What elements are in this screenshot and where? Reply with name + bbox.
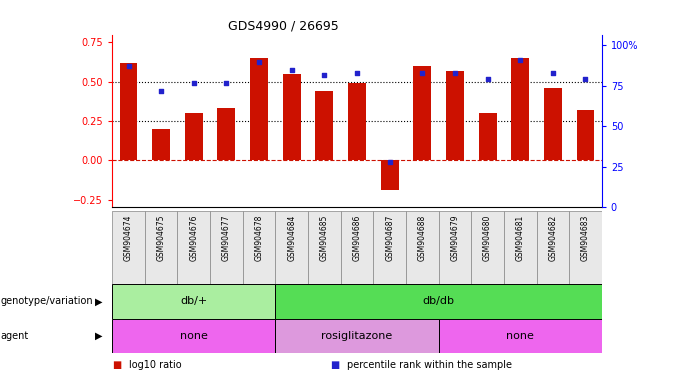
Text: GSM904681: GSM904681 <box>515 215 525 261</box>
Bar <box>381 160 398 190</box>
Bar <box>406 211 439 284</box>
Text: GSM904679: GSM904679 <box>450 215 460 262</box>
Bar <box>112 319 275 353</box>
Point <box>188 79 199 86</box>
Point <box>449 70 460 76</box>
Point <box>319 71 330 78</box>
Text: db/+: db/+ <box>180 296 207 306</box>
Text: GSM904683: GSM904683 <box>581 215 590 261</box>
Bar <box>275 319 439 353</box>
Bar <box>479 113 496 160</box>
Bar <box>446 71 464 160</box>
Point <box>580 76 591 83</box>
Bar <box>218 108 235 160</box>
Point <box>482 76 493 83</box>
Point <box>352 70 362 76</box>
Text: percentile rank within the sample: percentile rank within the sample <box>347 360 512 370</box>
Point <box>286 66 297 73</box>
Bar <box>145 211 177 284</box>
Bar <box>341 211 373 284</box>
Bar <box>112 211 145 284</box>
Text: rosiglitazone: rosiglitazone <box>322 331 392 341</box>
Point <box>417 70 428 76</box>
Text: GSM904675: GSM904675 <box>156 215 166 262</box>
Text: GSM904678: GSM904678 <box>254 215 264 261</box>
Bar <box>185 113 203 160</box>
Text: GSM904677: GSM904677 <box>222 215 231 262</box>
Point <box>384 159 395 165</box>
Text: none: none <box>507 331 534 341</box>
Bar <box>537 211 569 284</box>
Title: GDS4990 / 26695: GDS4990 / 26695 <box>228 19 339 32</box>
Bar <box>544 88 562 160</box>
Point <box>547 70 558 76</box>
Text: GSM904685: GSM904685 <box>320 215 329 261</box>
Text: GSM904682: GSM904682 <box>548 215 558 261</box>
Bar <box>413 66 431 160</box>
Text: agent: agent <box>1 331 29 341</box>
Point <box>123 63 134 70</box>
Point <box>254 58 265 65</box>
Text: genotype/variation: genotype/variation <box>1 296 93 306</box>
Bar <box>177 211 210 284</box>
Bar <box>210 211 243 284</box>
Bar <box>439 211 471 284</box>
Bar <box>308 211 341 284</box>
Bar <box>275 284 602 319</box>
Bar <box>471 211 504 284</box>
Bar <box>373 211 406 284</box>
Bar <box>439 319 602 353</box>
Bar <box>577 110 594 160</box>
Text: ▶: ▶ <box>95 296 103 306</box>
Text: none: none <box>180 331 207 341</box>
Bar <box>250 58 268 160</box>
Text: GSM904686: GSM904686 <box>352 215 362 261</box>
Bar <box>243 211 275 284</box>
Text: log10 ratio: log10 ratio <box>129 360 182 370</box>
Point <box>156 88 167 94</box>
Bar <box>112 284 275 319</box>
Text: ▶: ▶ <box>95 331 103 341</box>
Bar <box>348 83 366 160</box>
Text: GSM904680: GSM904680 <box>483 215 492 261</box>
Text: ■: ■ <box>112 360 122 370</box>
Text: db/db: db/db <box>422 296 455 306</box>
Bar <box>120 63 137 160</box>
Text: GSM904676: GSM904676 <box>189 215 199 262</box>
Bar <box>504 211 537 284</box>
Bar <box>316 91 333 160</box>
Point <box>221 79 232 86</box>
Text: ■: ■ <box>330 360 339 370</box>
Bar <box>152 129 170 160</box>
Text: GSM904684: GSM904684 <box>287 215 296 261</box>
Bar <box>283 74 301 160</box>
Text: GSM904687: GSM904687 <box>385 215 394 261</box>
Point <box>515 57 526 63</box>
Bar <box>511 58 529 160</box>
Text: GSM904674: GSM904674 <box>124 215 133 262</box>
Bar <box>569 211 602 284</box>
Bar <box>275 211 308 284</box>
Text: GSM904688: GSM904688 <box>418 215 427 261</box>
